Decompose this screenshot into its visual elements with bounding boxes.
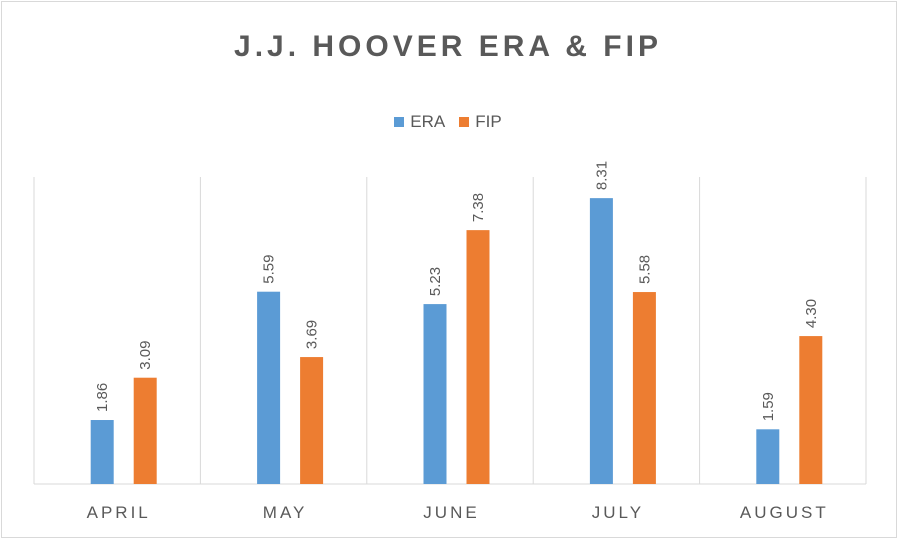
x-tick-label-april: APRIL (87, 503, 151, 522)
bar-fip-april (133, 377, 157, 484)
legend-item-fip: FIP (459, 112, 502, 132)
bar-era-june (423, 304, 447, 484)
data-label-era-may: 5.59 (261, 255, 278, 284)
data-label-era-april: 1.86 (94, 383, 111, 412)
legend-item-era: ERA (394, 112, 445, 132)
legend-swatch-fip (459, 117, 470, 127)
data-label-fip-april: 3.09 (137, 341, 154, 370)
bar-era-july (589, 198, 613, 485)
bar-era-april (90, 420, 114, 484)
x-tick-label-july: JULY (592, 503, 644, 522)
legend-label-fip: FIP (475, 112, 502, 131)
legend-label-era: ERA (410, 112, 446, 131)
x-tick-label-may: MAY (263, 503, 308, 522)
data-label-fip-august: 4.30 (803, 299, 820, 328)
bar-fip-may (300, 357, 324, 484)
legend-swatch-era (394, 117, 405, 127)
data-label-fip-may: 3.69 (304, 320, 321, 349)
x-tick-label-june: JUNE (423, 503, 479, 522)
bar-fip-august (799, 336, 823, 484)
x-tick-label-august: AUGUST (740, 503, 829, 522)
legend: ERA FIP (0, 112, 896, 132)
data-label-era-july: 8.31 (593, 161, 610, 190)
chart-title: J.J. HOOVER ERA & FIP (234, 30, 662, 63)
data-label-fip-july: 5.58 (636, 255, 653, 284)
data-label-era-august: 1.59 (760, 392, 777, 421)
bar-fip-july (632, 292, 656, 484)
bar-era-august (756, 429, 780, 484)
bar-era-may (257, 291, 281, 484)
data-label-fip-june: 7.38 (470, 193, 487, 222)
data-label-era-june: 5.23 (427, 267, 444, 296)
bar-fip-june (466, 230, 490, 484)
